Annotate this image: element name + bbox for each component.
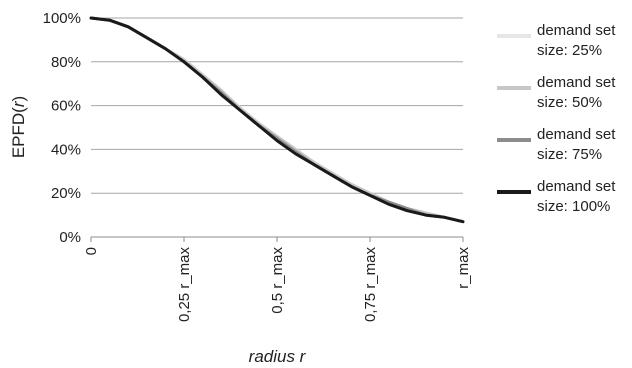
x-tick-label: 0,25 r_max (176, 247, 193, 323)
x-tick-label: r_max (455, 247, 472, 289)
y-tick-labels: 0% 20% 40% 60% 80% 100% (43, 10, 81, 246)
y-axis-title: EPFD(r) (9, 96, 28, 158)
legend: demand set size: 25% demand set size: 50% de… (497, 22, 616, 215)
y-tick-label: 80% (51, 54, 81, 71)
y-tick-label: 20% (51, 185, 81, 202)
x-tick-label: 0 (83, 247, 100, 255)
x-tick-label: 0,75 r_max (362, 247, 379, 323)
series-line (89, 16, 465, 224)
series-lines (89, 16, 465, 224)
series-line (89, 16, 465, 224)
y-tick-label: 100% (43, 10, 81, 27)
y-tick-label: 40% (51, 141, 81, 158)
x-axis-title: radius r (249, 347, 307, 366)
x-tick-label: 0,5 r_max (269, 247, 286, 314)
legend-label: demand set size: 25% (537, 22, 616, 59)
gridlines (91, 17, 463, 194)
series-line (89, 16, 465, 224)
series-line (89, 16, 465, 224)
y-tick-label: 60% (51, 98, 81, 115)
legend-label: demand set size: 100% (537, 178, 616, 215)
y-tick-label: 0% (59, 229, 81, 246)
x-tick-labels: 0 0,25 r_max 0,5 r_max 0,75 r_max r_max (83, 237, 472, 322)
legend-label: demand set size: 50% (537, 74, 616, 111)
legend-label: demand set size: 75% (537, 126, 616, 163)
